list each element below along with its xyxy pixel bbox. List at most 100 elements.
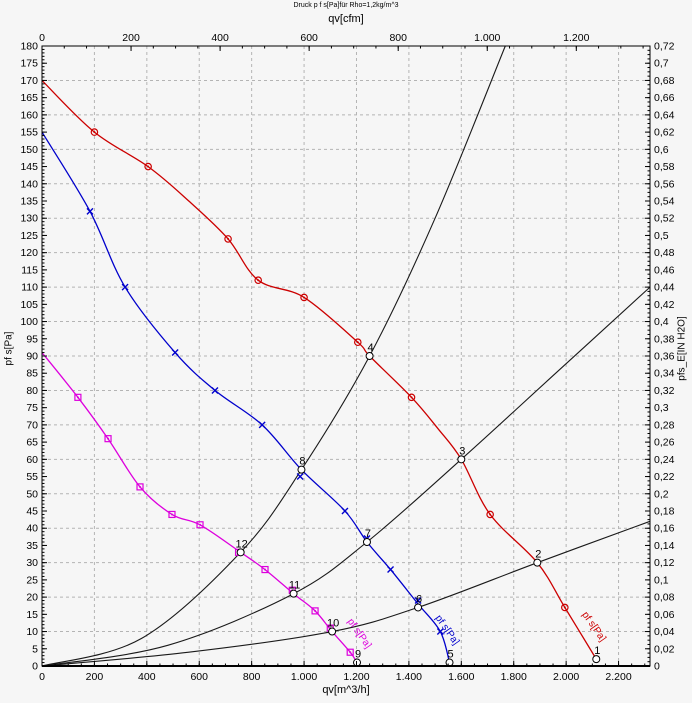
svg-text:55: 55: [26, 471, 38, 483]
svg-text:140: 140: [20, 178, 38, 190]
svg-text:60: 60: [26, 454, 38, 466]
svg-text:160: 160: [20, 109, 38, 121]
fan-curve-blue: pf s[Pa]: [41, 131, 461, 663]
operating-point-11: 11: [289, 580, 300, 598]
grid: [42, 46, 650, 666]
system-curve-middle: [41, 286, 651, 667]
operating-point-7: 7: [362, 528, 371, 546]
svg-text:0,48: 0,48: [654, 247, 675, 259]
svg-text:1.000: 1.000: [291, 671, 317, 683]
svg-text:4: 4: [368, 342, 374, 354]
svg-text:165: 165: [20, 92, 38, 104]
top-axis-title: qv[cfm]: [328, 13, 364, 25]
svg-text:1.200: 1.200: [343, 671, 369, 683]
svg-text:8: 8: [299, 456, 305, 468]
svg-text:10: 10: [26, 626, 38, 638]
svg-text:90: 90: [26, 351, 38, 363]
svg-text:800: 800: [389, 32, 407, 44]
svg-text:0,12: 0,12: [654, 557, 675, 569]
operating-point-5: 5: [445, 649, 454, 667]
svg-text:400: 400: [138, 671, 156, 683]
svg-text:400: 400: [211, 32, 229, 44]
svg-text:0: 0: [654, 661, 660, 673]
svg-text:7: 7: [365, 528, 371, 540]
svg-text:0,4: 0,4: [654, 316, 669, 328]
svg-text:135: 135: [20, 196, 38, 208]
svg-text:150: 150: [20, 144, 38, 156]
svg-text:0,22: 0,22: [654, 471, 675, 483]
svg-text:0,44: 0,44: [654, 282, 675, 294]
svg-text:0,2: 0,2: [654, 488, 669, 500]
operating-point-8: 8: [297, 456, 306, 474]
svg-text:1.000: 1.000: [474, 32, 500, 44]
bottom-axis-ticks: 0 200 400 600 800 1.000 1.200 1.400 1.600 1.800 2.…: [39, 661, 646, 683]
svg-text:0,56: 0,56: [654, 178, 675, 190]
svg-text:75: 75: [26, 402, 38, 414]
top-axis-ticks: 0 200 400 600 800 1.000 1.200: [39, 32, 644, 51]
svg-text:0,5: 0,5: [654, 230, 669, 242]
svg-text:0,66: 0,66: [654, 92, 675, 104]
svg-text:70: 70: [26, 419, 38, 431]
svg-text:11: 11: [289, 580, 300, 592]
svg-text:130: 130: [20, 213, 38, 225]
svg-text:30: 30: [26, 557, 38, 569]
svg-text:65: 65: [26, 437, 38, 449]
svg-text:0,64: 0,64: [654, 109, 675, 121]
svg-text:0,6: 0,6: [654, 144, 669, 156]
svg-text:175: 175: [20, 58, 38, 70]
svg-text:2.000: 2.000: [553, 671, 579, 683]
svg-text:0,3: 0,3: [654, 402, 669, 414]
svg-text:45: 45: [26, 506, 38, 518]
operating-point-3: 3: [457, 445, 465, 464]
svg-text:15: 15: [26, 609, 38, 621]
svg-text:3: 3: [459, 445, 465, 457]
svg-text:0,72: 0,72: [654, 41, 675, 53]
svg-text:200: 200: [86, 671, 104, 683]
svg-text:0,32: 0,32: [654, 385, 675, 397]
svg-text:0,26: 0,26: [654, 437, 675, 449]
bottom-axis-title: qv[m^3/h]: [322, 684, 370, 696]
operating-point-2: 2: [533, 549, 541, 567]
svg-text:25: 25: [26, 574, 38, 586]
svg-text:125: 125: [20, 230, 38, 242]
svg-text:0: 0: [32, 661, 38, 673]
svg-text:0,16: 0,16: [654, 523, 675, 535]
svg-text:1.200: 1.200: [563, 32, 589, 44]
svg-text:100: 100: [20, 316, 38, 328]
svg-text:0: 0: [39, 671, 45, 683]
svg-text:0,42: 0,42: [654, 299, 675, 311]
svg-text:0,7: 0,7: [654, 58, 669, 70]
svg-text:1.600: 1.600: [448, 671, 474, 683]
svg-text:20: 20: [26, 592, 38, 604]
operating-point-4: 4: [365, 342, 374, 360]
operating-point-12: 12: [236, 538, 248, 557]
svg-text:10: 10: [327, 618, 339, 630]
svg-text:170: 170: [20, 75, 38, 87]
svg-text:155: 155: [20, 127, 38, 139]
svg-text:1.800: 1.800: [501, 671, 527, 683]
svg-text:0,36: 0,36: [654, 351, 675, 363]
svg-text:0,24: 0,24: [654, 454, 675, 466]
svg-text:120: 120: [20, 247, 38, 259]
svg-text:600: 600: [300, 32, 318, 44]
svg-text:145: 145: [20, 161, 38, 173]
svg-text:95: 95: [26, 333, 38, 345]
svg-text:0,58: 0,58: [654, 161, 675, 173]
svg-text:0,38: 0,38: [654, 333, 675, 345]
svg-text:80: 80: [26, 385, 38, 397]
svg-text:0,62: 0,62: [654, 127, 675, 139]
svg-text:110: 110: [21, 282, 38, 294]
svg-text:2.200: 2.200: [605, 671, 631, 683]
svg-text:0,14: 0,14: [654, 540, 675, 552]
left-axis-ticks: 0 5 10 15 20 25 30 35 40 45 50 55 60 65 70 75 80 85 90 95 10…: [20, 41, 47, 673]
svg-text:0,08: 0,08: [654, 592, 675, 604]
operating-point-1: 1: [592, 645, 600, 664]
system-curve-flat: [41, 520, 651, 667]
svg-text:0,54: 0,54: [654, 196, 675, 208]
svg-text:0,46: 0,46: [654, 264, 675, 276]
svg-text:0: 0: [39, 32, 45, 44]
svg-text:2: 2: [535, 549, 541, 561]
